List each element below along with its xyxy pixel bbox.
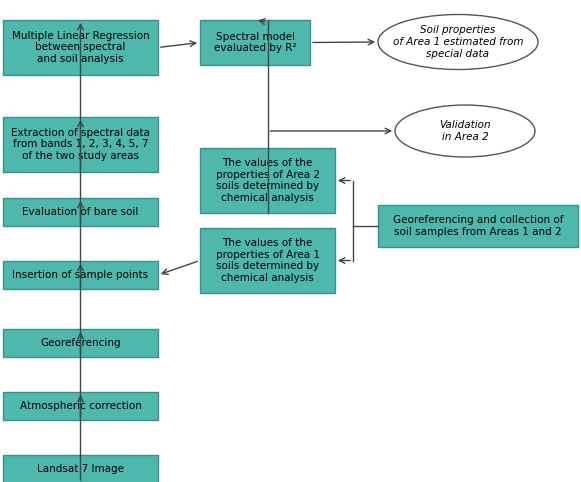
Text: The values of the
properties of Area 1
soils determined by
chemical analysis: The values of the properties of Area 1 s…: [216, 238, 320, 283]
Ellipse shape: [378, 14, 538, 69]
FancyBboxPatch shape: [200, 228, 335, 293]
FancyBboxPatch shape: [3, 392, 158, 420]
Text: Atmospheric correction: Atmospheric correction: [20, 401, 141, 411]
Text: Validation
in Area 2: Validation in Area 2: [439, 120, 491, 142]
Text: Georeferencing: Georeferencing: [40, 338, 121, 348]
Text: Landsat 7 Image: Landsat 7 Image: [37, 464, 124, 474]
Text: Extraction of spectral data
from bands 1, 2, 3, 4, 5, 7
of the two study areas: Extraction of spectral data from bands 1…: [11, 128, 150, 161]
Text: Multiple Linear Regression
between spectral
and soil analysis: Multiple Linear Regression between spect…: [12, 31, 149, 64]
Text: The values of the
properties of Area 2
soils determined by
chemical analysis: The values of the properties of Area 2 s…: [216, 158, 320, 203]
FancyBboxPatch shape: [3, 20, 158, 75]
Text: Spectral model
evaluated by R²: Spectral model evaluated by R²: [214, 32, 296, 54]
FancyBboxPatch shape: [378, 205, 578, 247]
FancyBboxPatch shape: [3, 329, 158, 357]
Text: Evaluation of bare soil: Evaluation of bare soil: [22, 207, 139, 217]
Text: Soil properties
of Area 1 estimated from
special data: Soil properties of Area 1 estimated from…: [393, 26, 523, 59]
FancyBboxPatch shape: [3, 455, 158, 482]
FancyBboxPatch shape: [3, 261, 158, 289]
Text: Insertion of sample points: Insertion of sample points: [12, 270, 149, 280]
FancyBboxPatch shape: [3, 117, 158, 172]
FancyBboxPatch shape: [200, 20, 310, 65]
Text: Georeferencing and collection of
soil samples from Areas 1 and 2: Georeferencing and collection of soil sa…: [393, 215, 563, 237]
Ellipse shape: [395, 105, 535, 157]
FancyBboxPatch shape: [3, 198, 158, 226]
FancyBboxPatch shape: [200, 148, 335, 213]
